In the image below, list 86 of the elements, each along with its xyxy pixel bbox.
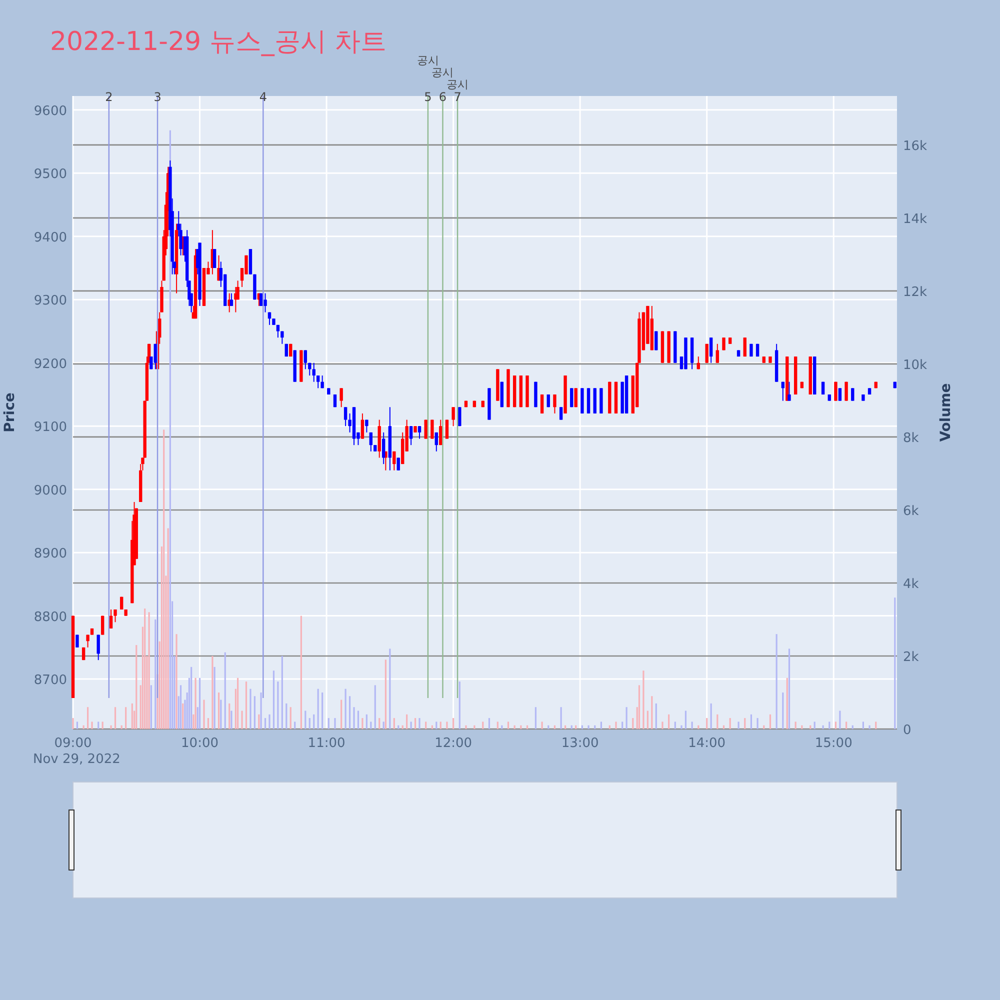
chart-title: 2022-11-29 뉴스_공시 차트 [50,27,387,57]
candlestick [834,381,838,402]
candlestick [230,292,234,306]
candlestick [851,388,854,402]
y2-tick-label: 12k [903,284,928,300]
y-tick-label: 9600 [34,104,67,119]
x-tick-label: 13:00 [561,736,599,751]
x-tick-label: 12:00 [434,736,472,751]
candlestick [76,634,79,648]
candlestick [409,426,413,446]
candlestick [553,394,556,414]
candlestick [418,426,422,440]
candlestick [212,248,216,269]
candlestick [365,419,368,433]
ref-line-label: 2 [105,90,113,104]
ref-line-label: 5 [424,90,432,104]
candlestick [392,450,396,471]
candlestick [434,432,438,452]
candlestick [844,381,848,402]
y2-tick-label: 16k [903,138,928,154]
candlestick [100,615,104,636]
candlestick [154,343,157,370]
candlestick [559,406,563,420]
candlestick [570,388,574,408]
text: 공시 [432,66,454,79]
candlestick [320,375,324,389]
text: 공시 [446,78,469,91]
candlestick [574,388,578,408]
candlestick [86,634,90,648]
x-tick-label: 14:00 [688,736,726,751]
candlestick [109,608,113,629]
y2-tick-label: 14k [903,212,928,227]
text: Nov 29, 2022 [33,752,120,767]
candlestick [788,381,791,402]
candlestick [340,388,343,408]
text: 공시 [416,54,439,67]
x-tick-label: 11:00 [308,736,346,751]
candlestick [120,596,124,610]
candlestick [743,337,746,358]
candlestick [838,388,842,402]
candlestick [114,608,117,623]
candlestick [344,406,348,427]
x-tick-label: 15:00 [814,736,852,751]
y2-tick-label: 4k [903,576,920,592]
y-tick-label: 9100 [34,420,67,436]
y-tick-label: 8800 [34,610,67,625]
candlestick [382,432,386,465]
candlestick [452,406,455,427]
ref-line-label: 7 [454,90,462,104]
candlestick [259,292,263,306]
candlestick [369,432,373,452]
y2-tick-label: 2k [903,650,920,665]
y-tick-label: 8700 [34,673,67,688]
ref-line-label: 3 [154,90,162,104]
candlestick [312,362,316,382]
ref-line-label: 4 [259,90,267,104]
candlestick [540,394,544,414]
candlestick [821,381,825,395]
y2-tick-label: 10k [903,358,928,373]
candlestick [304,350,308,370]
candlestick [722,337,726,351]
y-tick-label: 8900 [34,546,67,562]
candlestick [705,343,708,364]
candlestick [316,375,320,389]
candlestick [264,292,267,313]
x-tick-label: 10:00 [181,736,219,751]
candlestick [280,330,284,344]
y-tick-label: 9400 [34,230,67,246]
y-tick-label: 9200 [34,356,67,372]
y-tick-label: 9000 [34,483,67,498]
candlestick [716,343,720,364]
candlestick [458,406,462,427]
y2-tick-label: 6k [903,504,920,519]
candlestick [654,330,658,351]
y-axis-title: Price [2,392,18,432]
y2-tick-label: 8k [903,430,920,446]
y2-tick-label: 0 [903,723,912,738]
candlestick [709,337,713,364]
ref-line-label: 6 [438,90,447,104]
y2-axis-title: Volume [938,383,954,442]
x-tick-label: 09:00 [54,736,92,751]
candlestick [396,457,400,471]
candlestick [96,634,100,661]
y-tick-label: 9500 [34,167,67,182]
y-tick-label: 9300 [34,294,67,309]
candlestick [360,412,364,440]
